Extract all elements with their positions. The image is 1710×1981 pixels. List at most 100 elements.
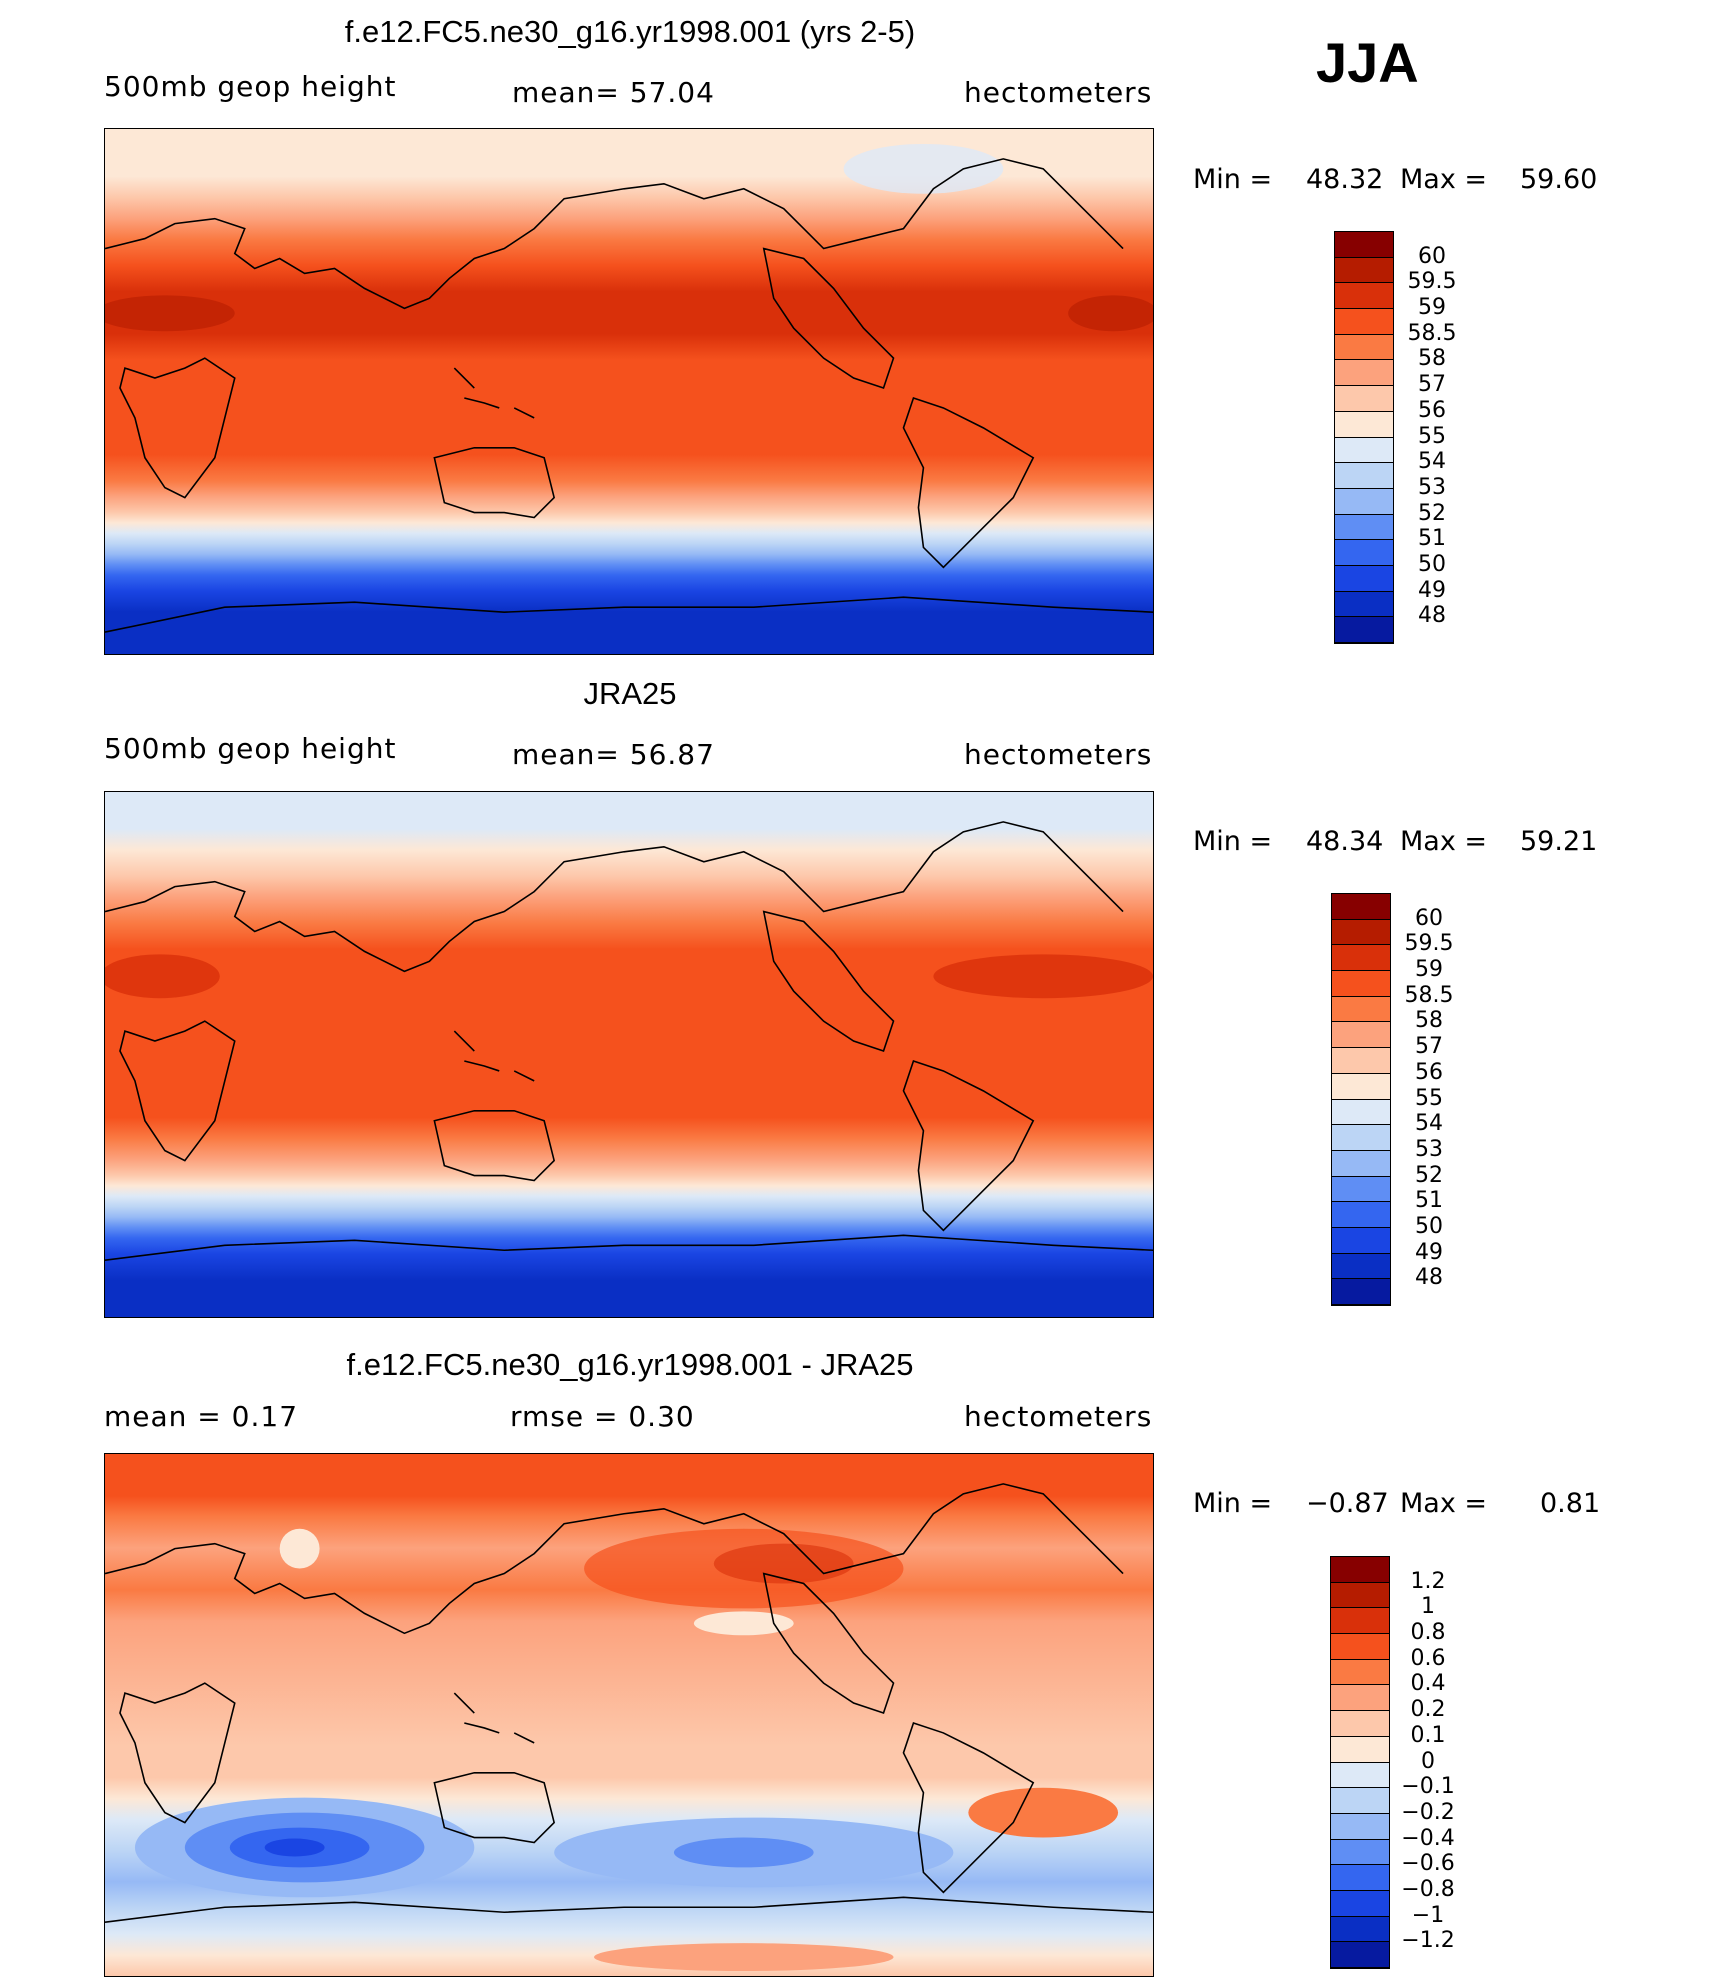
panel-1-mean-label: mean= 57.04 — [512, 76, 715, 109]
colorbar-swatch — [1332, 1073, 1390, 1100]
colorbar-tick-label: 1.2 — [1410, 1568, 1446, 1594]
colorbar-swatch — [1332, 1279, 1390, 1305]
colorbar-tick-label: 53 — [1418, 474, 1446, 500]
panel-1-units-label: hectometers — [964, 76, 1153, 109]
colorbar-tick-label: 57 — [1418, 372, 1446, 398]
colorbar-tick-label: 0.6 — [1410, 1645, 1446, 1671]
colorbar-swatch — [1332, 1048, 1390, 1074]
colorbar-tick-label: 58.5 — [1407, 320, 1457, 346]
panel-1-variable-label: 500mb geop height — [104, 70, 397, 103]
colorbar-tick-label: 52 — [1418, 500, 1446, 526]
colorbar-swatch — [1331, 1711, 1389, 1737]
colorbar-swatch — [1331, 1839, 1389, 1866]
colorbar-tick-label: 0.8 — [1410, 1620, 1446, 1646]
panel-2-units-label: hectometers — [964, 738, 1153, 771]
colorbar-swatch — [1331, 1736, 1389, 1763]
colorbar-tick-label: 58 — [1418, 346, 1446, 372]
colorbar-swatch — [1331, 1582, 1389, 1609]
panel-1-map — [95, 128, 1158, 655]
colorbar-tick-label: 50 — [1418, 551, 1446, 577]
panel-2-variable-label: 500mb geop height — [104, 732, 397, 765]
colorbar-swatch — [1332, 1253, 1390, 1280]
colorbar-swatch — [1331, 1865, 1389, 1891]
colorbar-swatch — [1332, 1227, 1390, 1254]
colorbar-swatch — [1335, 411, 1393, 438]
panel-2-min-label: Min = — [1193, 826, 1273, 857]
colorbar-tick-label: 48 — [1415, 1265, 1443, 1291]
colorbar-tick-label: 59.5 — [1407, 269, 1457, 295]
panel-1-map-svg — [95, 129, 1158, 654]
colorbar-tick-label: 55 — [1418, 423, 1446, 449]
panel-1-title: f.e12.FC5.ne30_g16.yr1998.001 (yrs 2-5) — [344, 14, 916, 49]
colorbar-swatch — [1335, 591, 1393, 618]
panel-3-colorbar — [1330, 1556, 1390, 1969]
panel-2-max-value: 59.21 — [1520, 826, 1598, 857]
colorbar-swatch — [1332, 1099, 1390, 1126]
colorbar-swatch — [1331, 1762, 1389, 1789]
colorbar-tick-label: 59.5 — [1404, 931, 1454, 957]
colorbar-tick-label: 58.5 — [1404, 982, 1454, 1008]
colorbar-tick-label: 54 — [1418, 449, 1446, 475]
panel-2-max-label: Max = — [1400, 826, 1488, 857]
panel-3-units-label: hectometers — [964, 1400, 1153, 1433]
colorbar-tick-label: 60 — [1415, 905, 1443, 931]
colorbar-tick-label: 60 — [1418, 243, 1446, 269]
colorbar-swatch — [1335, 283, 1393, 310]
colorbar-tick-label: −0.2 — [1401, 1799, 1455, 1825]
colorbar-swatch — [1332, 894, 1390, 920]
panel-1-min-value: 48.32 — [1306, 164, 1384, 195]
colorbar-tick-label: 58 — [1415, 1008, 1443, 1034]
colorbar-swatch — [1335, 565, 1393, 592]
panel-3-min-label: Min = — [1193, 1488, 1273, 1519]
colorbar-swatch — [1332, 1176, 1390, 1203]
colorbar-swatch — [1331, 1813, 1389, 1840]
panel-3-max-value: 0.81 — [1540, 1488, 1601, 1519]
colorbar-tick-label: 56 — [1415, 1059, 1443, 1085]
colorbar-tick-label: 49 — [1415, 1239, 1443, 1265]
colorbar-tick-label: 57 — [1415, 1034, 1443, 1060]
panel-2-title: JRA25 — [583, 676, 677, 711]
colorbar-tick-label: 0.4 — [1410, 1671, 1446, 1697]
colorbar-tick-label: 51 — [1418, 526, 1446, 552]
colorbar-tick-label: 56 — [1418, 397, 1446, 423]
panel-2-colorbar — [1331, 893, 1391, 1306]
colorbar-swatch — [1335, 386, 1393, 412]
colorbar-tick-label: −1 — [1411, 1902, 1445, 1928]
season-label: JJA — [1316, 31, 1419, 94]
colorbar-swatch — [1331, 1608, 1389, 1635]
colorbar-swatch — [1335, 257, 1393, 284]
colorbar-swatch — [1331, 1890, 1389, 1917]
colorbar-tick-label: 59 — [1415, 957, 1443, 983]
colorbar-swatch — [1331, 1659, 1389, 1686]
panel-3-max-label: Max = — [1400, 1488, 1488, 1519]
colorbar-swatch — [1335, 309, 1393, 335]
colorbar-swatch — [1332, 971, 1390, 997]
colorbar-tick-label: 1 — [1421, 1594, 1435, 1620]
colorbar-tick-label: 0.1 — [1410, 1722, 1446, 1748]
panel-3-min-value: −0.87 — [1306, 1488, 1389, 1519]
colorbar-swatch — [1332, 1202, 1390, 1228]
panel-3-mean-label: mean = 0.17 — [104, 1400, 299, 1433]
colorbar-tick-label: 51 — [1415, 1188, 1443, 1214]
colorbar-tick-label: 48 — [1418, 603, 1446, 629]
colorbar-swatch — [1335, 617, 1393, 643]
panel-2-min-value: 48.34 — [1306, 826, 1384, 857]
colorbar-swatch — [1331, 1942, 1389, 1968]
colorbar-swatch — [1331, 1634, 1389, 1660]
colorbar-tick-label: 52 — [1415, 1162, 1443, 1188]
colorbar-tick-label: −0.8 — [1401, 1876, 1455, 1902]
colorbar-swatch — [1331, 1788, 1389, 1814]
panel-1-max-value: 59.60 — [1520, 164, 1598, 195]
panel-2-map — [100, 791, 1154, 1318]
colorbar-swatch — [1331, 1557, 1389, 1583]
panel-2-mean-label: mean= 56.87 — [512, 738, 715, 771]
colorbar-swatch — [1335, 437, 1393, 464]
colorbar-swatch — [1335, 488, 1393, 515]
colorbar-swatch — [1332, 919, 1390, 946]
colorbar-tick-label: −0.4 — [1401, 1825, 1455, 1851]
colorbar-swatch — [1332, 945, 1390, 972]
colorbar-swatch — [1335, 334, 1393, 361]
colorbar-tick-label: 49 — [1418, 577, 1446, 603]
colorbar-swatch — [1335, 514, 1393, 541]
panel-2-map-svg — [100, 792, 1154, 1317]
